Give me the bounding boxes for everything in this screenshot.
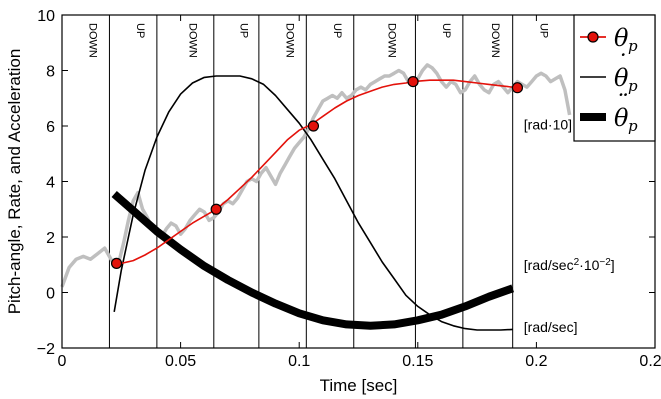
y-tick-label: 10 [37,8,55,25]
phase-label: UP [537,23,549,38]
legend-marker-angle [587,31,599,43]
phase-label: UP [237,23,249,38]
x-tick-label: 0.15 [402,353,433,370]
angle-marker [511,82,524,94]
unit-annotation: [rad·10] [524,117,572,133]
angle-marker [110,257,123,269]
angle-marker [307,120,320,132]
x-tick-label: 0 [58,353,67,370]
phase-label: UP [331,23,343,38]
legend: θ pθ p˙θ p¨ [573,14,656,142]
unit-text: [rad/sec [524,257,574,273]
unit-text: ·10 [579,257,599,273]
y-tick-label: 6 [46,119,55,136]
x-tick-label: 0.1 [288,353,310,370]
phase-label: DOWN [386,23,398,58]
legend-label: θ [614,64,629,92]
x-tick-label: 0.25 [639,353,661,370]
phase-label: UP [134,23,146,38]
phase-label: DOWN [489,23,501,58]
angle-marker [210,203,222,215]
phase-label: DOWN [186,23,198,58]
legend-label: θ [614,104,629,132]
legend-label: θ [614,24,629,52]
phase-label: DOWN [87,23,99,58]
legend-subscript: p [628,37,638,55]
unit-superscript: 2 [574,256,580,267]
legend-subscript: p [628,77,638,95]
y-tick-label: 8 [46,64,55,81]
series-rate [113,75,513,331]
unit-annotation: [rad/sec] [524,319,578,335]
phase-label: DOWN [284,23,296,58]
legend-accent: ˙ [615,50,627,78]
legend-subscript: p [628,117,638,135]
y-tick-label: 0 [46,286,55,303]
x-axis-label: Time [sec] [320,376,398,395]
series-layer [60,63,572,331]
unit-annotation: [rad/sec2·10−2] [524,256,615,273]
phase-layer: DOWN UP DOWN UP DOWN UP DOWN UP DOWN UP [87,15,549,348]
angle-marker [407,75,419,88]
y-tick-label: 2 [46,230,55,247]
unit-superscript: −2 [599,256,611,267]
legend-accent: ¨ [615,90,628,118]
annotation-layer: [rad·10][rad/sec2·10−2][rad/sec] [524,117,615,336]
y-axis-label: Pitch-angle, Rate, and Acceleration [5,49,24,315]
unit-text: ] [611,257,615,273]
x-tick-label: 0.05 [165,353,196,370]
y-tick-label: −2 [37,341,55,358]
series-acceleration [111,190,515,330]
phase-label: UP [440,23,452,38]
x-tick-label: 0.2 [525,353,547,370]
y-tick-label: 4 [46,175,55,192]
